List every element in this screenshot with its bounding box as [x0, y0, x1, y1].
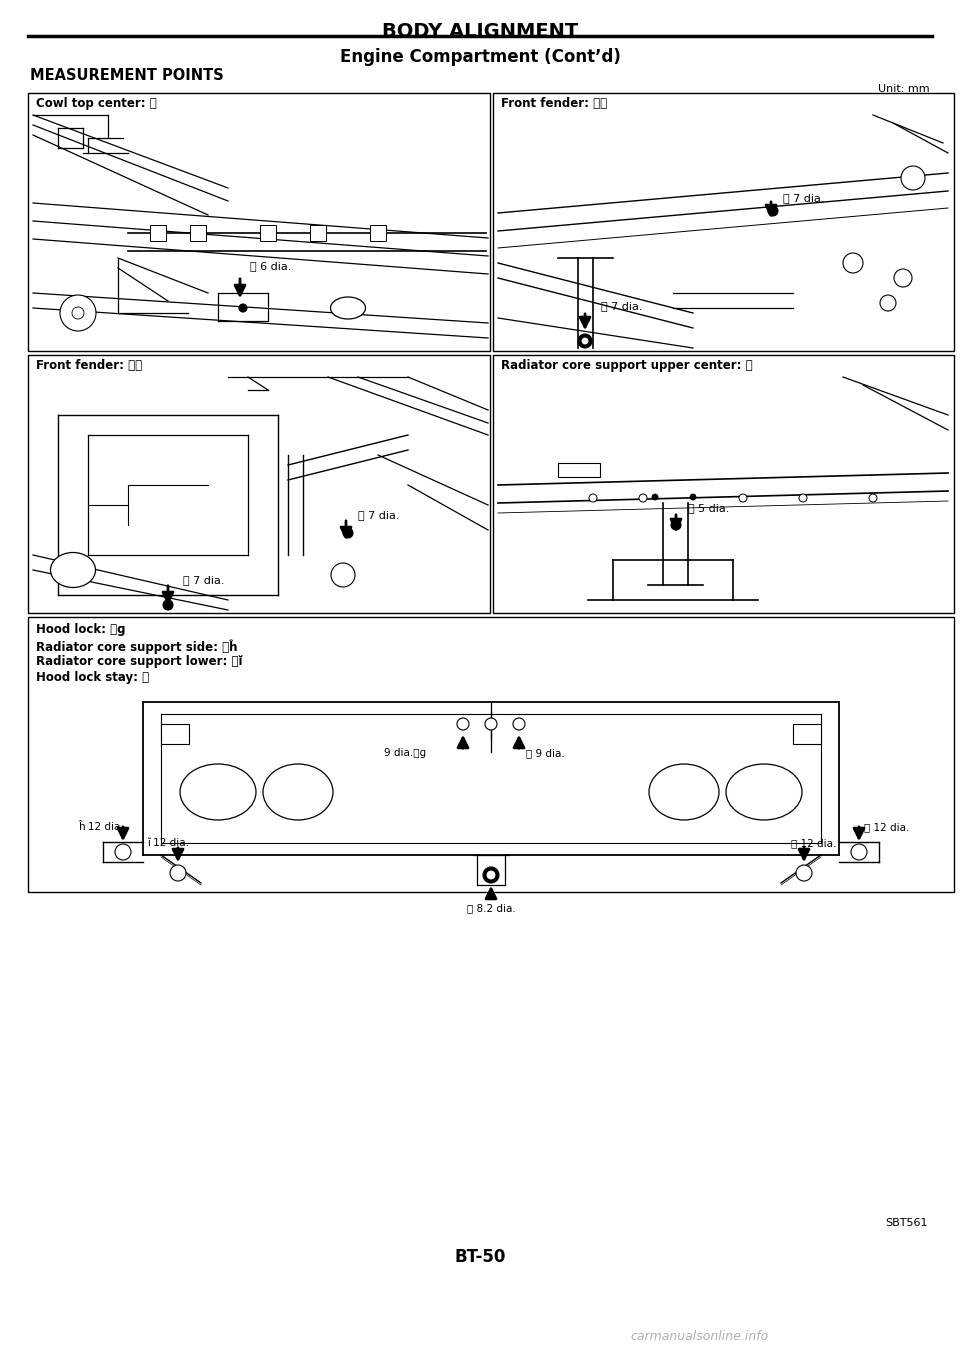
Ellipse shape [649, 765, 719, 820]
Bar [28, 354, 490, 612]
Text: Ⓔ 7 dia.: Ⓔ 7 dia. [601, 301, 642, 311]
Bar [793, 724, 821, 744]
Text: Front fender: ⓓⒺ: Front fender: ⓓⒺ [501, 96, 607, 110]
Circle shape [485, 718, 497, 731]
Bar [260, 225, 276, 240]
Circle shape [170, 865, 186, 881]
Bar [28, 92, 490, 350]
Circle shape [578, 334, 592, 348]
Text: Radiator core support upper center: Ⓕ: Radiator core support upper center: Ⓕ [501, 359, 753, 372]
Ellipse shape [51, 553, 95, 588]
Text: Ⓗ 12 dia.: Ⓗ 12 dia. [864, 822, 909, 832]
Text: Engine Compartment (Cont’d): Engine Compartment (Cont’d) [340, 48, 620, 67]
Circle shape [796, 865, 812, 881]
Ellipse shape [180, 765, 256, 820]
Circle shape [582, 338, 588, 344]
Text: Ⓐ 6 dia.: Ⓐ 6 dia. [250, 261, 292, 272]
Text: ⓓ 7 dia.: ⓓ 7 dia. [783, 193, 825, 202]
Text: Front fender: ⒷⒸ: Front fender: ⒷⒸ [36, 359, 142, 372]
Circle shape [163, 600, 173, 610]
Circle shape [639, 494, 647, 502]
Text: Ⓙ 8.2 dia.: Ⓙ 8.2 dia. [467, 903, 516, 913]
Circle shape [739, 494, 747, 502]
Text: Cowl top center: Ⓐ: Cowl top center: Ⓐ [36, 96, 156, 110]
Text: Hood lock: Ⓖɡ: Hood lock: Ⓖɡ [36, 623, 126, 636]
Text: MEASUREMENT POINTS: MEASUREMENT POINTS [30, 68, 224, 83]
Ellipse shape [726, 765, 802, 820]
Circle shape [115, 845, 131, 860]
Circle shape [331, 564, 355, 587]
Circle shape [851, 845, 867, 860]
Text: Radiator core support lower: Ⓘĭ: Radiator core support lower: Ⓘĭ [36, 655, 243, 668]
Bar [28, 617, 954, 892]
Bar [310, 225, 326, 240]
Circle shape [60, 295, 96, 331]
Text: Ⓖ 9 dia.: Ⓖ 9 dia. [526, 748, 564, 758]
Circle shape [768, 206, 778, 216]
Circle shape [483, 866, 499, 883]
Text: Ⓒ 7 dia.: Ⓒ 7 dia. [183, 574, 225, 585]
Bar [370, 225, 386, 240]
Circle shape [487, 870, 495, 879]
Bar [29, 111, 489, 350]
Text: 9 dia.Ⓖɡ: 9 dia.Ⓖɡ [384, 748, 426, 758]
Text: SBT561: SBT561 [885, 1218, 928, 1228]
Circle shape [869, 494, 877, 502]
Bar [493, 354, 954, 612]
Text: Ⓕ 5 dia.: Ⓕ 5 dia. [688, 502, 730, 513]
Circle shape [457, 718, 469, 731]
Text: Ⓘ 12 dia.: Ⓘ 12 dia. [791, 838, 837, 847]
Circle shape [894, 269, 912, 287]
Circle shape [901, 166, 925, 190]
Circle shape [799, 494, 807, 502]
Circle shape [513, 718, 525, 731]
Text: carmanualsonline.info: carmanualsonline.info [631, 1329, 769, 1343]
Circle shape [343, 528, 353, 538]
Ellipse shape [263, 765, 333, 820]
Text: Unit: mm: Unit: mm [878, 84, 930, 94]
Text: Radiator core support side: Ⓗĥ: Radiator core support side: Ⓗĥ [36, 640, 237, 653]
Text: Ⓑ 7 dia.: Ⓑ 7 dia. [358, 511, 399, 520]
Text: ĭ 12 dia.: ĭ 12 dia. [147, 838, 189, 847]
Bar [161, 724, 189, 744]
Bar [493, 92, 954, 350]
Circle shape [239, 304, 247, 312]
Text: BODY ALIGNMENT: BODY ALIGNMENT [382, 22, 578, 41]
Bar [150, 225, 166, 240]
Circle shape [652, 494, 658, 500]
Circle shape [843, 253, 863, 273]
Circle shape [72, 307, 84, 319]
Circle shape [671, 520, 681, 530]
Bar [190, 225, 206, 240]
Circle shape [880, 295, 896, 311]
Circle shape [690, 494, 696, 500]
Ellipse shape [330, 297, 366, 319]
Text: ĥ 12 dia.: ĥ 12 dia. [78, 822, 124, 832]
Circle shape [589, 494, 597, 502]
Text: Hood lock stay: Ⓙ: Hood lock stay: Ⓙ [36, 671, 149, 684]
Text: BT-50: BT-50 [454, 1248, 506, 1266]
Bar [558, 463, 600, 477]
